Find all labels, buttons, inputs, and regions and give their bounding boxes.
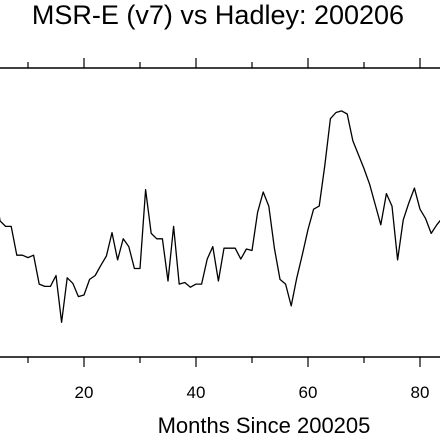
series-line xyxy=(0,110,440,323)
top-axis-ticks xyxy=(27,58,421,68)
x-tick-label: 80 xyxy=(411,383,430,402)
x-tick-label: 60 xyxy=(299,383,318,402)
x-axis-label: Months Since 200205 xyxy=(158,413,371,438)
x-tick-label: 40 xyxy=(187,383,206,402)
x-axis-tick-labels: 20 40 60 80 xyxy=(75,383,430,402)
chart-title: MSR-E (v7) vs Hadley: 200206 xyxy=(32,0,404,30)
bottom-axis-ticks xyxy=(27,357,421,367)
x-tick-label: 20 xyxy=(75,383,94,402)
